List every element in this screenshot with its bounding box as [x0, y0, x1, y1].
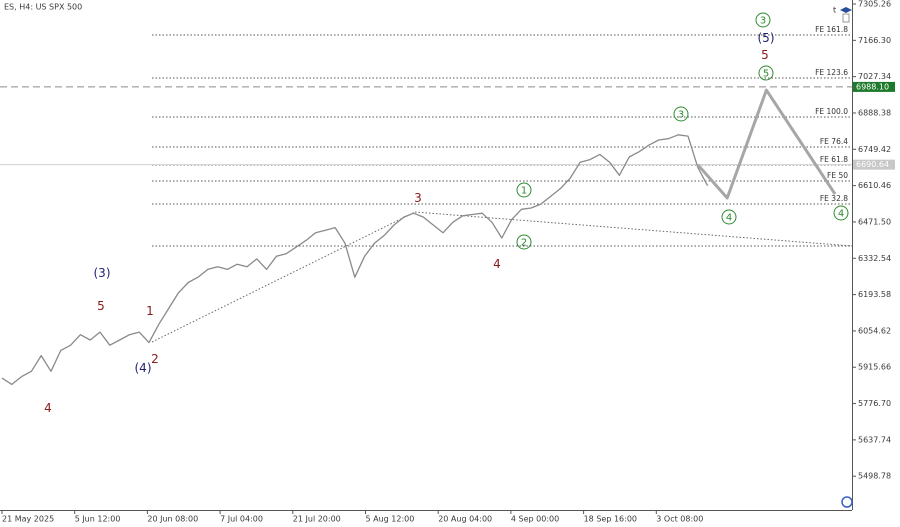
wave-label: (4) [135, 361, 152, 375]
x-tick-label: 21 May 2025 [2, 515, 54, 524]
wave-circle [721, 209, 737, 225]
price-tag-label: 6690.64 [856, 160, 889, 169]
x-tick-label: 21 Jul 20:00 [293, 515, 341, 524]
wave-label: 1 [521, 186, 527, 197]
wave-label: 1 [146, 304, 154, 318]
fib-label: FE 161.8 [815, 25, 848, 34]
wave-label: 5 [97, 299, 105, 313]
wave-label: 4 [493, 257, 501, 271]
y-tick-label: 7027.34 [858, 72, 891, 81]
wave-label: 4 [726, 213, 732, 224]
x-tick-label: 18 Sep 16:00 [584, 515, 637, 524]
y-tick-label: 7305.26 [858, 0, 891, 9]
toolbar-icon[interactable] [842, 13, 850, 23]
wave-circle [833, 205, 849, 221]
y-tick-label: 6471.50 [858, 217, 891, 226]
wave-label: 5 [761, 48, 769, 62]
x-tick-label: 3 Oct 08:00 [656, 515, 703, 524]
wave-circle [516, 182, 532, 198]
wave-label: 3 [760, 16, 766, 27]
x-tick-label: 5 Aug 12:00 [366, 515, 415, 524]
wave-label: 4 [44, 401, 52, 415]
wave-label: 2 [521, 238, 527, 249]
fib-label: FE 50 [827, 171, 848, 180]
wave-label: 5 [763, 69, 769, 80]
wave-circle [755, 12, 771, 28]
y-tick-label: 5498.78 [858, 472, 891, 481]
fib-label: FE 123.6 [815, 68, 848, 77]
y-tick-label: 5915.66 [858, 363, 891, 372]
wave-circle [758, 65, 774, 81]
price-tag [853, 81, 895, 92]
y-tick-label: 6332.54 [858, 254, 891, 263]
x-tick-label: 7 Jul 04:00 [220, 515, 263, 524]
y-tick-label: 6888.38 [858, 108, 891, 117]
y-tick-label: 5637.74 [858, 435, 891, 444]
x-tick-label: 20 Aug 04:00 [438, 515, 492, 524]
fib-label: FE 76.4 [820, 137, 848, 146]
forecast-line [696, 88, 837, 200]
wave-label: 3 [678, 110, 684, 121]
chart-title: ES, H4: US SPX 500 [4, 3, 82, 12]
toolbar-icon[interactable]: t [833, 6, 836, 15]
y-tick-label: 6193.58 [858, 290, 891, 299]
settings-icon[interactable] [841, 496, 853, 508]
y-tick-label: 5776.70 [858, 399, 891, 408]
x-tick-label: 4 Sep 00:00 [511, 515, 559, 524]
x-tick-label: 5 Jun 12:00 [75, 515, 121, 524]
wave-label: (5) [758, 31, 775, 45]
y-tick-label: 6749.42 [858, 145, 891, 154]
wave-label: (3) [94, 266, 111, 280]
wave-label: 4 [838, 209, 844, 220]
wave-label: 2 [151, 352, 159, 366]
x-tick-label: 20 Jun 08:00 [147, 515, 198, 524]
price-tag-label: 6988.10 [856, 82, 889, 91]
y-tick-label: 7166.30 [858, 36, 891, 45]
toolbar-icon[interactable] [840, 7, 852, 13]
y-tick-label: 6054.62 [858, 326, 891, 335]
wave-circle [516, 234, 532, 250]
wave-circle [673, 106, 689, 122]
fib-label: FE 61.8 [820, 155, 848, 164]
fib-label: FE 100.0 [815, 107, 848, 116]
price-line [1, 134, 709, 386]
wave-label: 3 [414, 191, 422, 205]
price-tag [853, 159, 895, 170]
trend-line [414, 211, 853, 247]
y-tick-label: 6610.46 [858, 181, 891, 190]
fib-label: FE 32.8 [820, 194, 848, 203]
